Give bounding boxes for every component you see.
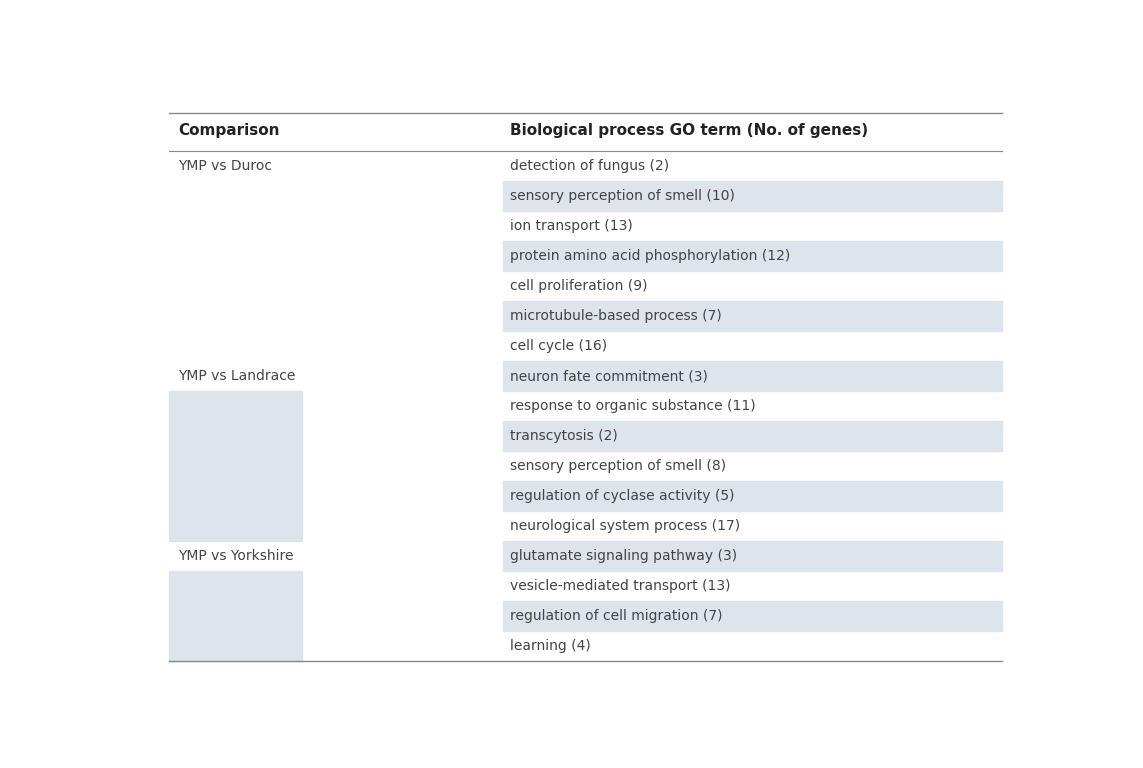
Text: cell proliferation (9): cell proliferation (9) bbox=[511, 280, 648, 293]
Bar bbox=[503, 481, 1002, 511]
Text: Biological process GO term (No. of genes): Biological process GO term (No. of genes… bbox=[511, 123, 869, 138]
Text: neurological system process (17): neurological system process (17) bbox=[511, 519, 741, 533]
Text: sensory perception of smell (8): sensory perception of smell (8) bbox=[511, 459, 727, 473]
Text: YMP vs Landrace: YMP vs Landrace bbox=[178, 369, 296, 383]
Text: regulation of cyclase activity (5): regulation of cyclase activity (5) bbox=[511, 489, 735, 503]
Text: cell cycle (16): cell cycle (16) bbox=[511, 339, 608, 353]
Text: learning (4): learning (4) bbox=[511, 639, 591, 653]
Bar bbox=[503, 361, 1002, 391]
Text: sensory perception of smell (10): sensory perception of smell (10) bbox=[511, 189, 735, 204]
Bar bbox=[503, 181, 1002, 211]
Bar bbox=[169, 571, 302, 661]
Text: Comparison: Comparison bbox=[178, 123, 280, 138]
Text: microtubule-based process (7): microtubule-based process (7) bbox=[511, 310, 722, 323]
Text: YMP vs Duroc: YMP vs Duroc bbox=[178, 159, 272, 174]
Text: ion transport (13): ion transport (13) bbox=[511, 219, 633, 233]
Text: YMP vs Yorkshire: YMP vs Yorkshire bbox=[178, 549, 294, 563]
Text: protein amino acid phosphorylation (12): protein amino acid phosphorylation (12) bbox=[511, 250, 791, 263]
Bar bbox=[503, 421, 1002, 451]
Text: detection of fungus (2): detection of fungus (2) bbox=[511, 159, 670, 174]
Bar bbox=[169, 391, 302, 541]
Text: response to organic substance (11): response to organic substance (11) bbox=[511, 399, 757, 413]
Text: glutamate signaling pathway (3): glutamate signaling pathway (3) bbox=[511, 549, 737, 563]
Text: vesicle-mediated transport (13): vesicle-mediated transport (13) bbox=[511, 579, 732, 593]
Bar bbox=[503, 301, 1002, 331]
Text: regulation of cell migration (7): regulation of cell migration (7) bbox=[511, 609, 724, 623]
Bar bbox=[503, 601, 1002, 631]
Bar bbox=[503, 541, 1002, 571]
Text: transcytosis (2): transcytosis (2) bbox=[511, 429, 618, 443]
Bar bbox=[503, 241, 1002, 271]
Text: neuron fate commitment (3): neuron fate commitment (3) bbox=[511, 369, 709, 383]
